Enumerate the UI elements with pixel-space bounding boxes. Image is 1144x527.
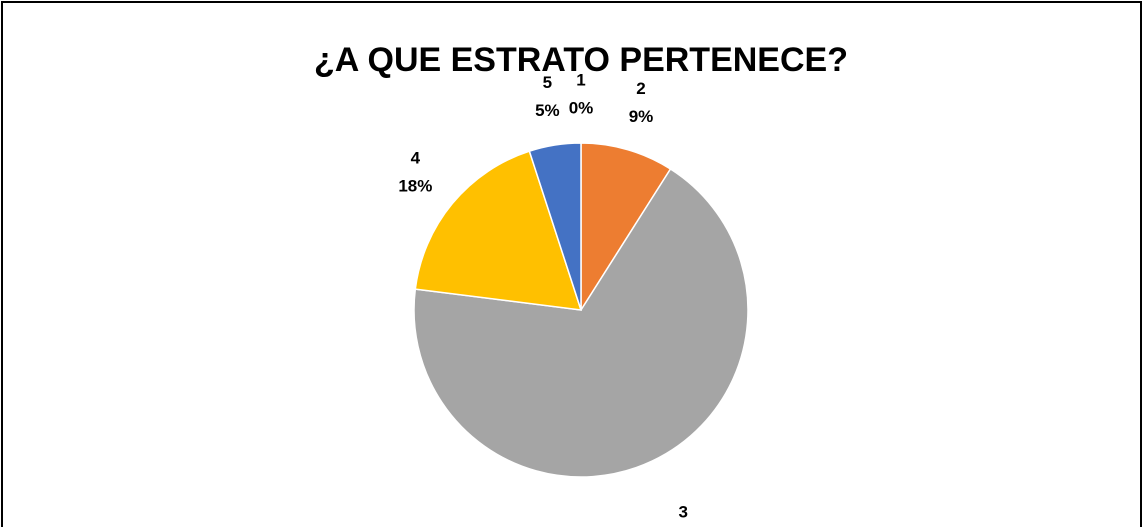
data-label-name: 5 (543, 73, 552, 92)
pie-slice (528, 142, 582, 311)
data-label-value: 5% (535, 101, 560, 120)
pie-slice (413, 167, 749, 478)
data-label-name: 2 (636, 79, 645, 98)
data-label-value: 0% (569, 98, 594, 117)
data-label-name: 4 (411, 148, 421, 167)
data-label-name: 1 (576, 70, 585, 89)
data-label-value: 18% (398, 176, 432, 195)
data-label-name: 3 (678, 503, 687, 522)
pie-slice (580, 142, 672, 313)
pie-slice (414, 150, 583, 311)
chart-title: ¿A QUE ESTRATO PERTENECE? (314, 41, 848, 79)
data-label-value: 9% (629, 107, 654, 126)
